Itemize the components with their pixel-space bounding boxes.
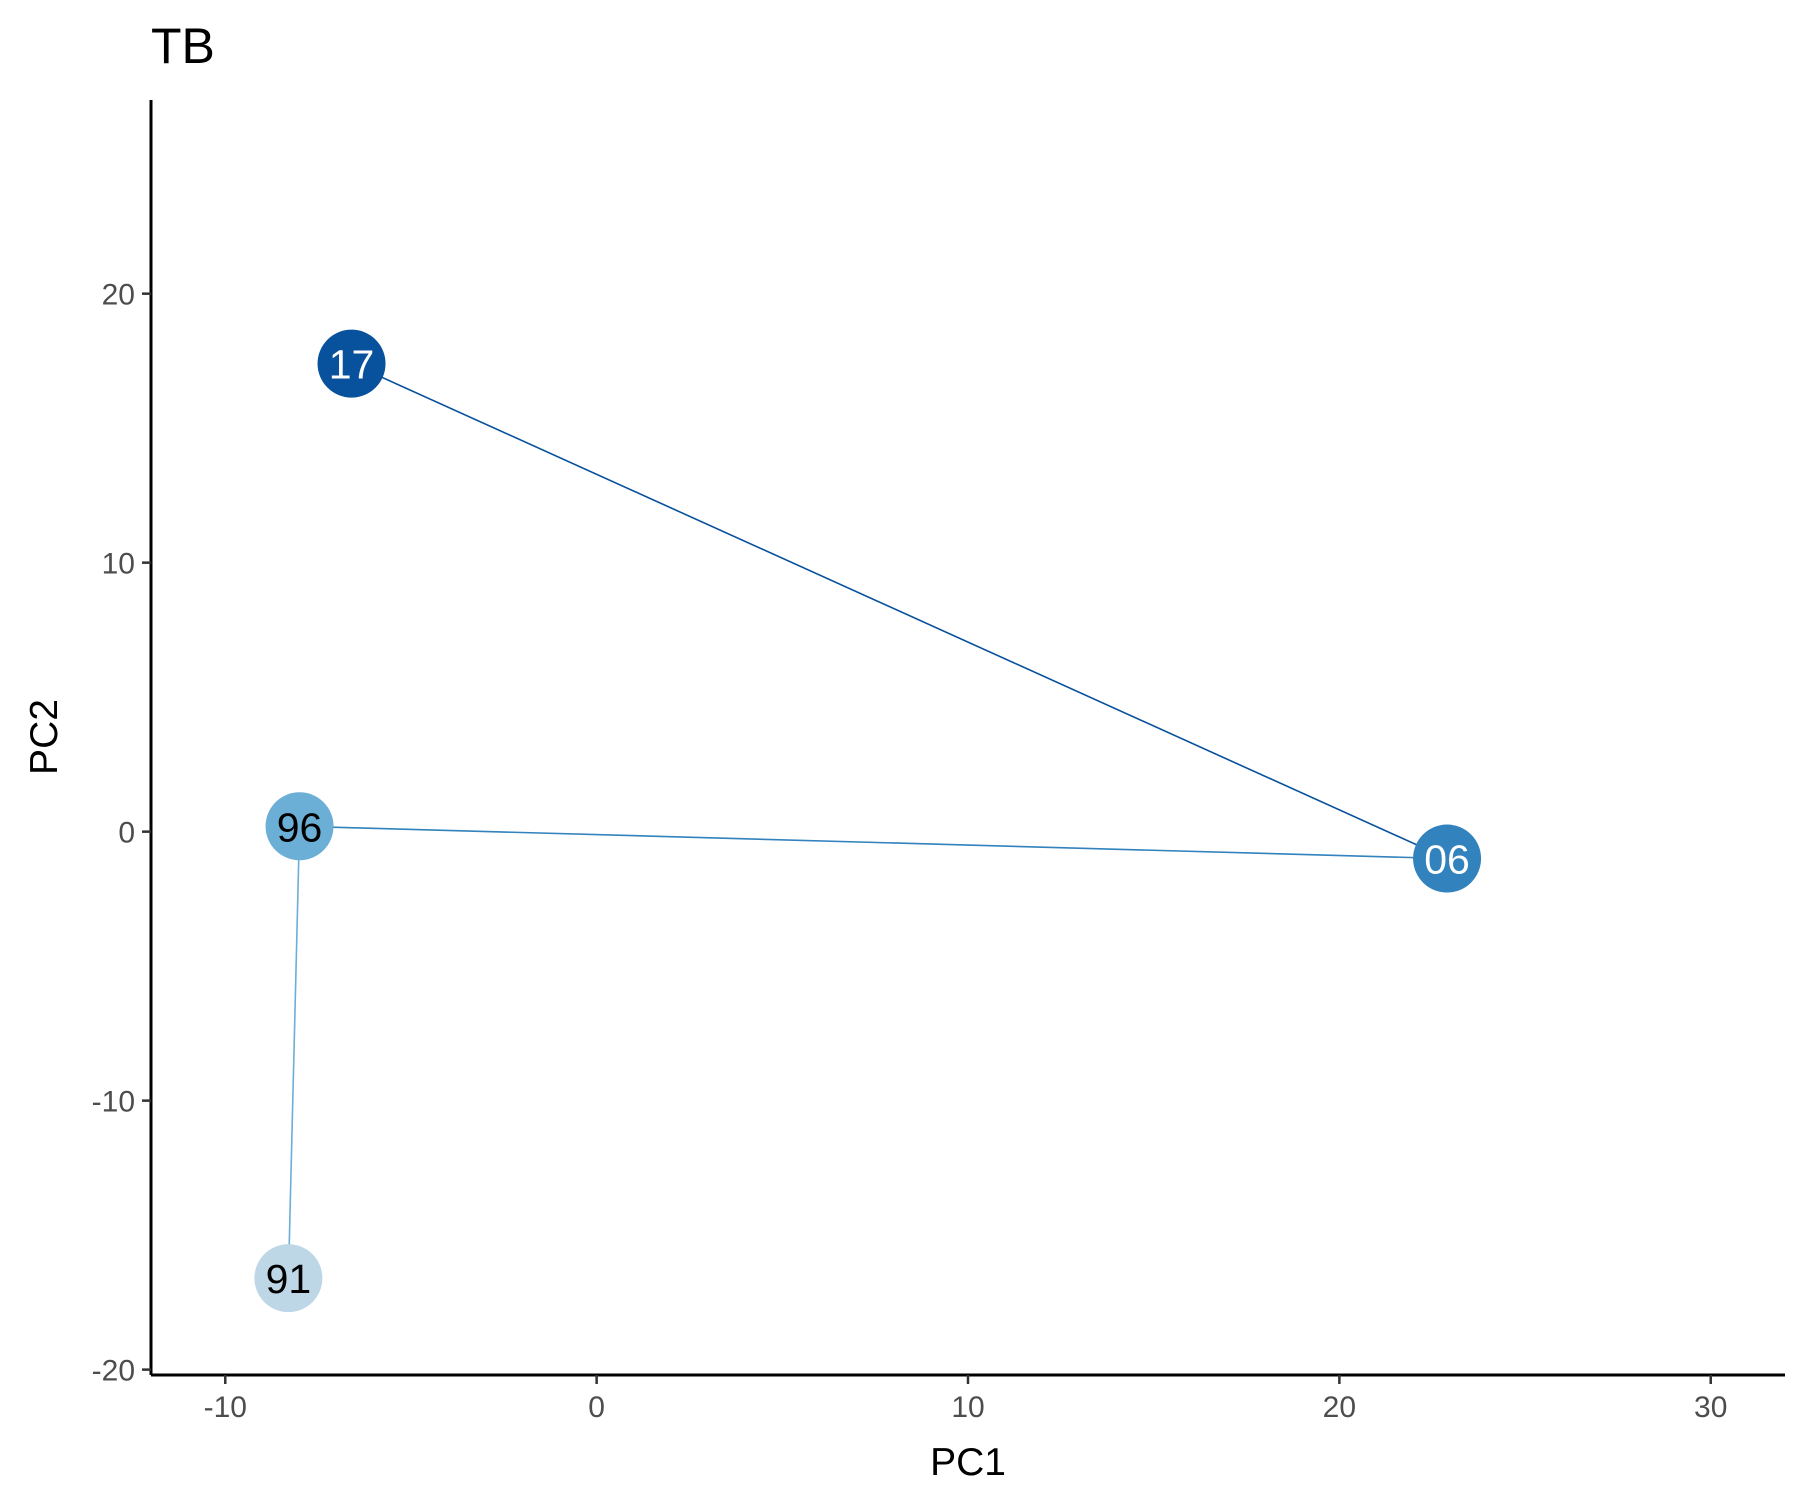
data-point: 91 xyxy=(254,1244,323,1313)
data-point: 17 xyxy=(317,329,386,398)
x-tick-label: 20 xyxy=(1323,1391,1356,1424)
chart-title: TB xyxy=(151,18,215,74)
axes: -10 0 10 20 30 -20 -10 0 10 20 xyxy=(92,100,1785,1424)
x-tick-label: 0 xyxy=(588,1391,605,1424)
y-tick-label: 10 xyxy=(102,548,135,581)
point-marker xyxy=(254,1244,323,1313)
data-point: 96 xyxy=(265,792,334,861)
x-tick-label: -10 xyxy=(204,1391,247,1424)
y-tick-label: -20 xyxy=(92,1355,135,1388)
point-marker xyxy=(1413,824,1482,893)
trajectory-segment xyxy=(351,362,1448,860)
point-label: 17 xyxy=(329,342,375,388)
point-marker xyxy=(265,792,334,861)
point-marker xyxy=(317,329,386,398)
y-tick-label: 20 xyxy=(102,279,135,312)
trajectory-segment xyxy=(287,826,301,1279)
trajectory-lines xyxy=(287,362,1448,1279)
y-tick-label: -10 xyxy=(92,1086,135,1119)
x-tick-label: 10 xyxy=(951,1391,984,1424)
point-label: 91 xyxy=(266,1256,312,1302)
data-point: 06 xyxy=(1413,824,1482,893)
point-label: 96 xyxy=(277,804,323,850)
point-label: 06 xyxy=(1424,837,1470,883)
y-axis-title: PC2 xyxy=(23,699,66,775)
y-tick-label: 0 xyxy=(118,817,135,850)
trajectory-segment xyxy=(299,825,1448,860)
data-points: 91 96 06 17 xyxy=(254,329,1482,1313)
x-axis-title: PC1 xyxy=(930,1441,1006,1484)
x-tick-label: 30 xyxy=(1694,1391,1727,1424)
